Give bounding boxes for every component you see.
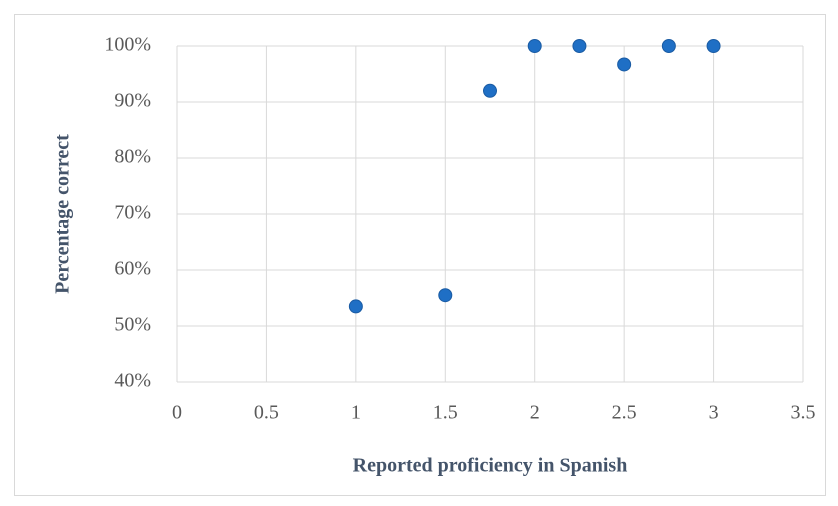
point [572, 39, 587, 53]
y-tick-label: 60% [114, 258, 151, 280]
point [438, 288, 453, 303]
point [483, 83, 497, 98]
x-tick-label: 3 [709, 402, 719, 424]
y-tick-label: 50% [114, 314, 151, 336]
y-tick-label: 70% [114, 202, 151, 224]
chart-border [14, 14, 826, 496]
x-tick-label: 3.5 [791, 402, 816, 424]
point [348, 299, 363, 314]
y-tick-label: 80% [114, 146, 151, 168]
point [661, 39, 676, 53]
y-axis-title: Percentage correct [52, 134, 74, 294]
y-tick-label: 90% [114, 90, 151, 112]
y-tick-label: 40% [114, 370, 151, 392]
x-tick-label: 1.5 [433, 402, 458, 424]
x-axis-title: Reported proficiency in Spanish [353, 455, 628, 477]
point [617, 57, 632, 72]
x-tick-label: 2.5 [612, 402, 637, 424]
x-tick-label: 1 [351, 402, 361, 424]
x-tick-label: 2 [530, 402, 540, 424]
point [527, 39, 542, 53]
x-tick-label: 0.5 [254, 402, 279, 424]
y-tick-label: 100% [104, 34, 151, 56]
x-tick-label: 0 [172, 402, 182, 424]
point [706, 39, 721, 53]
